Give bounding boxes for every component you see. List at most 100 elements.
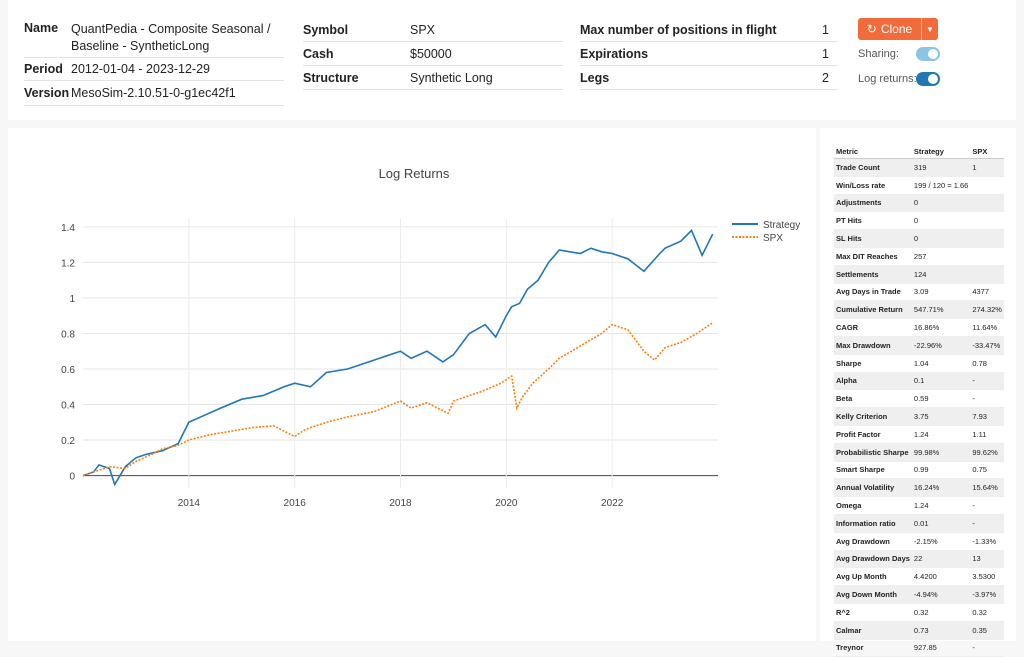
clone-label: Clone xyxy=(880,22,913,36)
metric-name: Avg Up Month xyxy=(834,567,912,587)
metric-name: CAGR xyxy=(834,318,912,337)
info-value: $50000 xyxy=(410,46,452,61)
metric-strategy-value: -4.94% xyxy=(911,585,971,604)
chevron-down-icon[interactable]: ▼ xyxy=(921,18,938,40)
info-value: Synthetic Long xyxy=(410,70,493,85)
metrics-row: Trade Count 319 1 xyxy=(834,158,1004,177)
sharing-label: Sharing: xyxy=(858,48,899,60)
y-tick-label: 0 xyxy=(69,472,75,483)
metric-name: Kelly Criterion xyxy=(834,407,912,426)
metrics-row: Avg Drawdown Days 22 13 xyxy=(834,550,1004,569)
metric-name: Trade Count xyxy=(834,158,912,177)
metric-name: Avg Down Month xyxy=(834,585,912,604)
metric-name: Avg Days in Trade xyxy=(834,283,912,302)
log-returns-chart[interactable]: Log Returns 2014 2016 2018 2020 2022 0 0.2 0.4… xyxy=(8,128,816,641)
info-row-period: Period 2012-01-04 - 2023-12-29 xyxy=(24,58,284,81)
metrics-row: Beta 0.59- xyxy=(834,389,1004,409)
info-row-legs: Legs 2 xyxy=(580,66,838,90)
legend-label[interactable]: SPX xyxy=(763,233,783,244)
x-tick-label: 2022 xyxy=(601,498,624,509)
metric-spx-value: -33.47% xyxy=(970,336,1004,355)
metric-name: R^2 xyxy=(834,603,912,622)
info-row-cash: Cash $50000 xyxy=(303,42,563,66)
metric-strategy-value: 16.86% xyxy=(911,318,971,337)
metric-spx-value: - xyxy=(970,514,1004,533)
info-key: Cash xyxy=(303,46,334,61)
metrics-header-spx: SPX xyxy=(970,144,1004,159)
info-row-structure: Structure Synthetic Long xyxy=(303,66,563,90)
metric-name: Adjustments xyxy=(834,194,912,213)
metric-name: Information ratio xyxy=(834,514,912,533)
metric-spx-value: 1 xyxy=(970,158,1004,177)
x-tick-label: 2020 xyxy=(495,498,518,509)
info-value: 1 xyxy=(822,22,829,37)
metric-spx-value: 99.62% xyxy=(970,443,1004,462)
metric-strategy-value: 0 xyxy=(911,211,971,231)
metrics-row: Alpha 0.1- xyxy=(834,372,1004,391)
clone-button[interactable]: ↻ Clone ▼ xyxy=(858,18,938,40)
metric-spx-value: - xyxy=(970,496,1004,515)
metric-spx-value: 0.75 xyxy=(970,461,1004,480)
chart-legend[interactable]: Strategy SPX xyxy=(732,220,800,244)
metrics-header-metric: Metric xyxy=(834,144,912,159)
metric-strategy-value: 124 xyxy=(911,265,971,284)
metric-name: Max Drawdown xyxy=(834,336,912,355)
info-key: Period xyxy=(24,62,63,76)
metric-name: Alpha xyxy=(834,372,912,391)
metric-strategy-value: 927.85 xyxy=(911,639,971,657)
metric-name: Treynor xyxy=(834,639,912,657)
x-tick-label: 2016 xyxy=(284,498,307,509)
metric-spx-value: - xyxy=(970,639,1004,657)
info-row-symbol: Symbol SPX xyxy=(303,18,563,42)
metric-strategy-value: 319 xyxy=(911,158,971,177)
metric-name: Sharpe xyxy=(834,354,912,373)
y-tick-label: 0.6 xyxy=(61,365,75,376)
summary-header xyxy=(8,0,1016,120)
metric-strategy-value: 99.98% xyxy=(911,443,971,462)
log-returns-label: Log returns: xyxy=(858,73,917,85)
metric-spx-value: 3.5300 xyxy=(970,567,1004,587)
metric-spx-value: 7.93 xyxy=(970,407,1004,426)
metrics-row: Max Drawdown -22.96% -33.47% xyxy=(834,336,1004,355)
metric-strategy-value: 0.01 xyxy=(911,514,971,533)
metrics-row: Annual Volatility 16.24% 15.64% xyxy=(834,478,1004,498)
metric-strategy-value: 0 xyxy=(911,229,971,248)
metric-strategy-value: 0.1 xyxy=(911,372,971,391)
metric-strategy-value: 16.24% xyxy=(911,478,971,498)
metric-strategy-value: 4.4200 xyxy=(911,567,971,587)
info-row-version: Version MesoSim-2.10.51-0-g1ec42f1 xyxy=(24,81,284,106)
clone-main[interactable]: ↻ Clone xyxy=(858,22,921,36)
metric-name: Beta xyxy=(834,389,912,409)
metric-spx-value: 4377 xyxy=(970,283,1004,302)
metrics-row: Information ratio 0.01- xyxy=(834,514,1004,533)
info-value-line: Baseline - SyntheticLong xyxy=(71,39,210,53)
series-line-strategy[interactable] xyxy=(82,228,714,487)
metric-strategy-value: 199 / 120 = 1.66 xyxy=(911,176,971,195)
metric-name: PT Hits xyxy=(834,211,912,231)
metrics-row: Adjustments 0 xyxy=(834,194,1004,213)
metrics-row: Cumulative Return 547.71% 274.32% xyxy=(834,300,1004,320)
y-axis: 0 0.2 0.4 0.6 0.8 1 1.2 1.4 xyxy=(61,223,75,483)
series-line-spx[interactable] xyxy=(82,322,714,477)
metric-name: Cumulative Return xyxy=(834,300,912,320)
info-row-expirations: Expirations 1 xyxy=(580,42,838,66)
info-column-instrument: Symbol SPX Cash $50000 Structure Synthet… xyxy=(303,18,563,90)
metric-strategy-value: 1.24 xyxy=(911,496,971,515)
metric-strategy-value: 0.99 xyxy=(911,461,971,480)
sharing-toggle[interactable] xyxy=(916,47,940,61)
metric-strategy-value: 1.24 xyxy=(911,425,971,444)
log-returns-toggle[interactable] xyxy=(916,72,940,86)
metrics-panel: Metric Strategy SPX Trade Count 319 1 Win/L… xyxy=(820,128,1016,657)
metric-strategy-value: 0.32 xyxy=(911,603,971,622)
info-key: Legs xyxy=(580,70,610,85)
y-tick-label: 0.2 xyxy=(61,436,75,447)
metric-spx-value: 0.78 xyxy=(970,354,1004,373)
metric-name: Omega xyxy=(834,496,912,515)
x-tick-label: 2018 xyxy=(389,498,412,509)
metric-name: Calmar xyxy=(834,621,912,640)
metrics-row: PT Hits 0 xyxy=(834,211,1004,231)
legend-label[interactable]: Strategy xyxy=(763,220,800,231)
metric-name: Settlements xyxy=(834,265,912,284)
metrics-table: Metric Strategy SPX Trade Count 319 1 Win/L… xyxy=(834,144,1004,657)
metric-spx-value: - xyxy=(970,389,1004,409)
